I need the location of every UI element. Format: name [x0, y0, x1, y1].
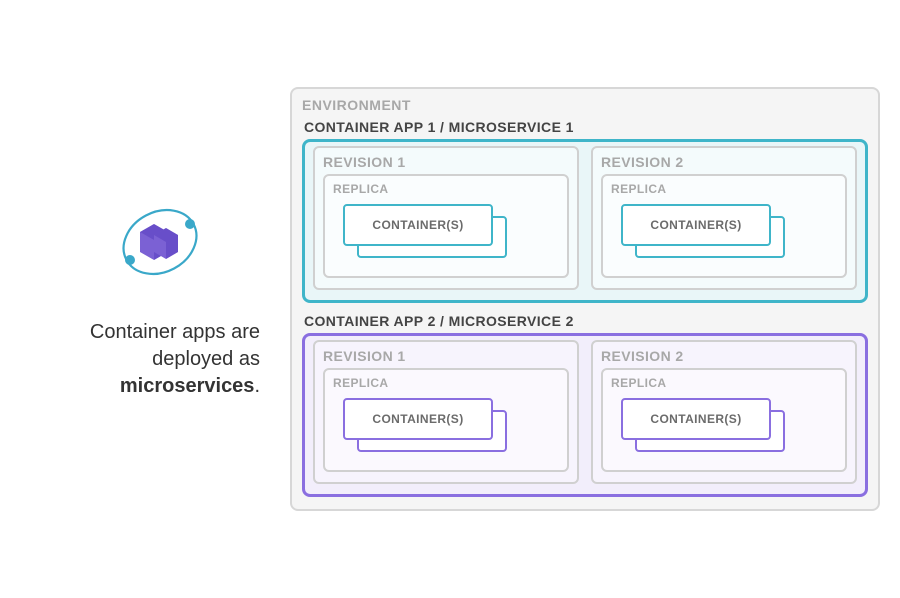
- replica-box: REPLICA CONTAINER(S): [323, 368, 569, 472]
- caption-line3-suffix: .: [254, 375, 260, 397]
- container-stack: CONTAINER(S): [621, 398, 837, 450]
- replica-box: REPLICA CONTAINER(S): [323, 174, 569, 278]
- revision-label: REVISION 2: [601, 348, 847, 364]
- caption-line1: Container apps are: [90, 321, 260, 343]
- diagram-column: ENVIRONMENT CONTAINER APP 1 / MICROSERVI…: [290, 71, 900, 527]
- revision-box: REVISION 2 REPLICA CONTAINER(S): [591, 340, 857, 484]
- container-box-front: CONTAINER(S): [343, 398, 493, 440]
- replica-label: REPLICA: [333, 182, 559, 196]
- replica-label: REPLICA: [611, 376, 837, 390]
- container-app-label: CONTAINER APP 2 / MICROSERVICE 2: [304, 313, 868, 329]
- container-stack: CONTAINER(S): [343, 398, 559, 450]
- replica-label: REPLICA: [611, 182, 837, 196]
- replica-label: REPLICA: [333, 376, 559, 390]
- environment-box: ENVIRONMENT CONTAINER APP 1 / MICROSERVI…: [290, 87, 880, 511]
- revision-label: REVISION 2: [601, 154, 847, 170]
- container-app-label: CONTAINER APP 1 / MICROSERVICE 1: [304, 119, 868, 135]
- revision-label: REVISION 1: [323, 154, 569, 170]
- replica-box: REPLICA CONTAINER(S): [601, 368, 847, 472]
- revision-box: REVISION 1 REPLICA CONTAINER(S): [313, 146, 579, 290]
- left-column: Container apps are deployed as microserv…: [0, 198, 290, 400]
- container-box-front: CONTAINER(S): [621, 398, 771, 440]
- container-box-front: CONTAINER(S): [621, 204, 771, 246]
- container-apps-icon: [116, 198, 204, 291]
- container-box-front: CONTAINER(S): [343, 204, 493, 246]
- container-stack: CONTAINER(S): [621, 204, 837, 256]
- container-app-box: REVISION 1REPLICACONTAINER(S)REVISION 2R…: [302, 333, 868, 497]
- environment-label: ENVIRONMENT: [302, 97, 868, 113]
- revision-box: REVISION 1 REPLICA CONTAINER(S): [313, 340, 579, 484]
- caption-text: Container apps are deployed as microserv…: [60, 319, 260, 400]
- container-app-box: REVISION 1REPLICACONTAINER(S)REVISION 2R…: [302, 139, 868, 303]
- revision-box: REVISION 2 REPLICA CONTAINER(S): [591, 146, 857, 290]
- caption-line2: deployed as: [152, 348, 260, 370]
- replica-box: REPLICA CONTAINER(S): [601, 174, 847, 278]
- caption-line3-bold: microservices: [120, 375, 255, 397]
- revision-label: REVISION 1: [323, 348, 569, 364]
- container-stack: CONTAINER(S): [343, 204, 559, 256]
